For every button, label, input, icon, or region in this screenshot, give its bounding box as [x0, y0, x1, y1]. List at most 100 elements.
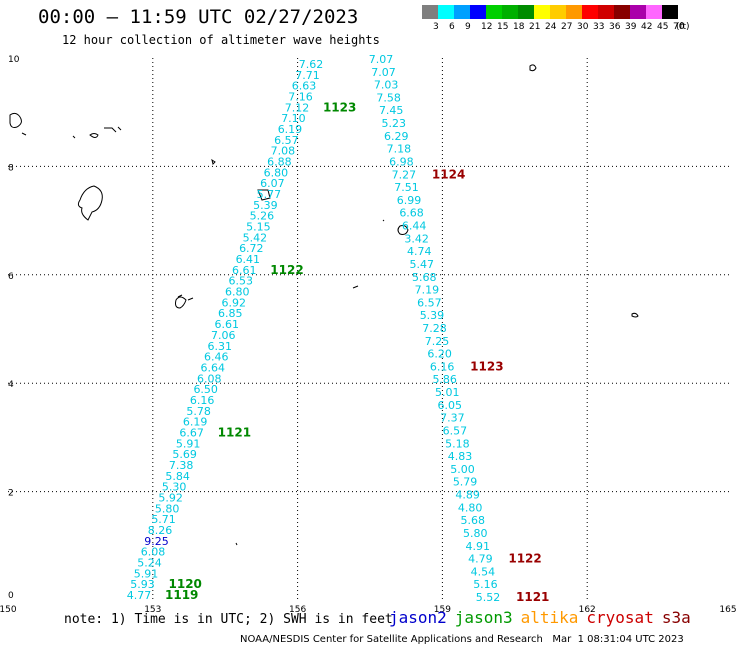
color-scale-label: 18 — [513, 22, 525, 32]
wave-height-value: 6.68 — [399, 207, 424, 220]
wave-height-value: 6.98 — [389, 155, 414, 168]
coastlines — [9, 64, 639, 546]
wave-height-value: 6.53 — [229, 275, 254, 288]
wave-height-value: 7.10 — [281, 112, 306, 125]
wave-height-value: 7.16 — [288, 91, 313, 104]
wave-height-value: 8.26 — [148, 524, 173, 537]
wave-height-value: 7.37 — [440, 412, 465, 425]
pass-time-label: 1120 — [169, 577, 202, 591]
wave-height-value: 5.15 — [246, 221, 271, 234]
wave-height-value: 6.07 — [260, 177, 285, 190]
wave-height-value: 5.24 — [137, 556, 162, 569]
color-scale-label: 36 — [609, 22, 621, 32]
wave-height-value: 6.61 — [215, 318, 240, 331]
wave-height-value: 6.67 — [179, 426, 204, 439]
wave-height-value: 7.18 — [387, 143, 412, 156]
wave-height-value: 7.27 — [392, 168, 417, 181]
y-axis-tick-label: 4 — [8, 380, 14, 390]
x-axis-tick-label: 162 — [579, 605, 596, 615]
pass-time-label: 1119 — [165, 588, 198, 602]
wave-height-value: 6.80 — [264, 166, 289, 179]
wave-height-value: 5.42 — [243, 231, 268, 244]
pass-time-label: 1121 — [516, 590, 549, 604]
x-axis-tick-label: 156 — [289, 605, 306, 615]
wave-height-value: 4.83 — [448, 450, 473, 463]
color-scale-label: 12 — [481, 22, 493, 32]
wave-height-value: 6.29 — [384, 130, 409, 143]
wave-height-value: 5.23 — [381, 117, 406, 130]
wave-height-value: 6.16 — [190, 394, 215, 407]
color-scale-label: 3 — [433, 22, 439, 32]
wave-height-value: 5.71 — [151, 513, 176, 526]
wave-height-value: 7.62 — [299, 58, 324, 71]
color-scale-swatch — [550, 5, 566, 19]
color-scale-labels: 3 6 9 12 15 18 21 24 27 30 33 36 39 42 45 70 (ft) — [422, 22, 740, 34]
island-outline — [175, 294, 194, 309]
axis-tick-labels: 150 153 156 159 162 165 0 2 4 6 8 10 — [0, 55, 737, 615]
wave-height-value: 4.74 — [407, 245, 432, 258]
color-scale-label: 70 — [673, 22, 685, 32]
wave-height-value: 4.79 — [468, 553, 493, 566]
wave-height-value: 5.78 — [186, 405, 211, 418]
wave-height-value: 6.99 — [397, 194, 422, 207]
color-scale-label: 30 — [577, 22, 589, 32]
wave-height-value: 6.41 — [236, 253, 261, 266]
pass-time-label: 1123 — [470, 359, 503, 373]
wave-height-value: 5.93 — [130, 578, 155, 591]
wave-height-value: 6.19 — [183, 416, 208, 429]
wave-height-value: 6.61 — [232, 264, 257, 277]
island-outline — [397, 225, 409, 235]
pass-time-label: 1123 — [323, 100, 356, 114]
wave-height-value: 4.89 — [455, 489, 480, 502]
cryosat-track: 7.077.077.037.587.455.236.297.186.987.27… — [369, 53, 550, 604]
color-scale-unit: (ft) — [676, 22, 690, 32]
color-scale-swatch — [470, 5, 486, 19]
color-scale-swatch — [582, 5, 598, 19]
wave-height-value: 6.08 — [197, 372, 222, 385]
wave-height-value: 6.80 — [225, 286, 250, 299]
wave-height-value: 9.25 — [144, 535, 169, 548]
wave-height-value: 6.20 — [427, 348, 452, 361]
wave-height-value: 5.26 — [250, 210, 275, 223]
wave-height-value: 6.46 — [204, 351, 229, 364]
wave-height-value: 4.91 — [466, 540, 491, 553]
wave-height-value: 5.68 — [412, 271, 437, 284]
x-axis-tick-label: 150 — [0, 605, 17, 615]
wave-height-value: 6.57 — [443, 424, 468, 437]
color-scale-bar — [422, 5, 678, 19]
wave-height-value: 5.18 — [445, 437, 470, 450]
island-outline — [72, 135, 76, 139]
wave-height-value: 7.12 — [285, 101, 310, 114]
wave-height-value: 6.16 — [430, 360, 455, 373]
wave-height-value: 4.54 — [471, 565, 496, 578]
wave-height-value: 7.71 — [295, 69, 320, 82]
wave-height-value: 5.69 — [172, 448, 197, 461]
wave-height-value: 5.80 — [463, 527, 488, 540]
x-axis-tick-label: 165 — [719, 605, 736, 615]
legend-entry-jason3: jason3 — [454, 608, 513, 627]
color-scale-swatch — [614, 5, 630, 19]
legend-entry-jason2: jason2 — [389, 608, 447, 627]
wave-height-value: 5.77 — [257, 188, 282, 201]
wave-height-value: 5.52 — [476, 591, 501, 604]
island-outline — [352, 285, 359, 289]
x-axis-tick-label: 153 — [144, 605, 161, 615]
color-scale-swatch — [662, 5, 678, 19]
wave-height-value: 3.42 — [404, 232, 429, 245]
wave-height-value: 6.88 — [267, 156, 292, 169]
color-scale-label: 27 — [561, 22, 573, 32]
wave-height-value: 5.47 — [410, 258, 435, 271]
wave-height-value: 7.07 — [369, 53, 394, 66]
pass-time-label: 1121 — [218, 425, 251, 439]
color-scale-swatch — [566, 5, 582, 19]
y-axis-tick-label: 10 — [8, 55, 20, 65]
map-subtitle: 12 hour collection of altimeter wave hei… — [62, 33, 380, 47]
island-outline — [382, 219, 385, 222]
wave-height-value: 5.79 — [453, 476, 478, 489]
wave-height-value: 5.68 — [460, 514, 485, 527]
wave-height-value: 6.85 — [218, 307, 243, 320]
legend-entry-s3a: s3a — [661, 608, 691, 627]
color-scale-label: 21 — [529, 22, 541, 32]
legend-entry-cryosat: cryosat — [586, 608, 654, 627]
